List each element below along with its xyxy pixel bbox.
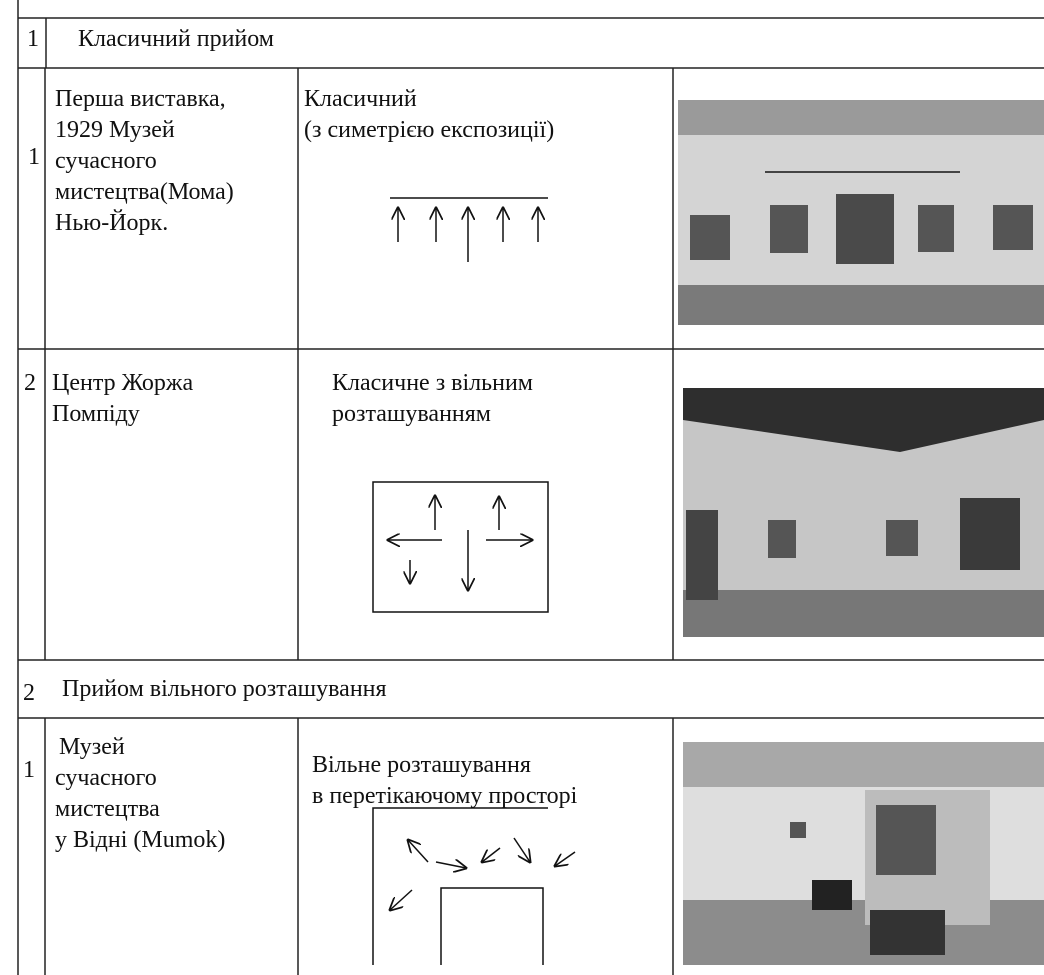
section-number: 1	[27, 26, 39, 52]
diagram-free	[372, 481, 549, 613]
row-number: 1	[28, 144, 40, 170]
text-line: Нью-Йорк.	[55, 210, 169, 236]
text-line: у Відні (Mumok)	[55, 827, 226, 853]
text-line: сучасного	[55, 765, 157, 791]
row-name: Музей сучасного мистецтва у Відні (Mumok…	[55, 732, 225, 856]
section-title: Класичний прийом	[78, 26, 274, 52]
row-name: Центр Жоржа Помпіду	[52, 368, 193, 430]
text-line: мистецтва(Мома)	[55, 179, 234, 205]
text-line: Помпіду	[52, 401, 140, 427]
row-name: Перша виставка, 1929 Музей сучасного мис…	[55, 84, 234, 239]
text-line: Перша виставка,	[55, 86, 226, 112]
text-line: Класичний	[304, 86, 417, 112]
row-method: Вільне розташування в перетікаючому прос…	[312, 750, 577, 812]
text-line: (з симетрією експозиції)	[304, 117, 555, 143]
text-line: Класичне з вільним	[332, 370, 533, 396]
photo-pompidou	[683, 388, 1044, 637]
text-line: мистецтва	[55, 796, 160, 822]
text-line: в перетікаючому просторі	[312, 783, 578, 809]
text-line: сучасного	[55, 148, 157, 174]
text-line: розташуванням	[332, 401, 491, 427]
section-title: Прийом вільного розташування	[62, 676, 387, 702]
section-number: 2	[23, 680, 35, 706]
diagram-flowing	[372, 807, 576, 965]
row-number: 2	[24, 370, 36, 396]
text-line: Вільне розташування	[312, 752, 531, 778]
diagram-symmetric	[390, 197, 548, 262]
row-number: 1	[23, 757, 35, 783]
row-method: Класичний (з симетрією експозиції)	[304, 84, 554, 146]
photo-moma	[678, 100, 1044, 325]
text-line: 1929 Музей	[55, 117, 175, 143]
photo-mumok	[683, 742, 1044, 965]
text-line: Центр Жоржа	[52, 370, 194, 396]
row-method: Класичне з вільним розташуванням	[332, 368, 533, 430]
table-borders	[17, 0, 1044, 975]
text-line: Музей	[59, 734, 125, 760]
